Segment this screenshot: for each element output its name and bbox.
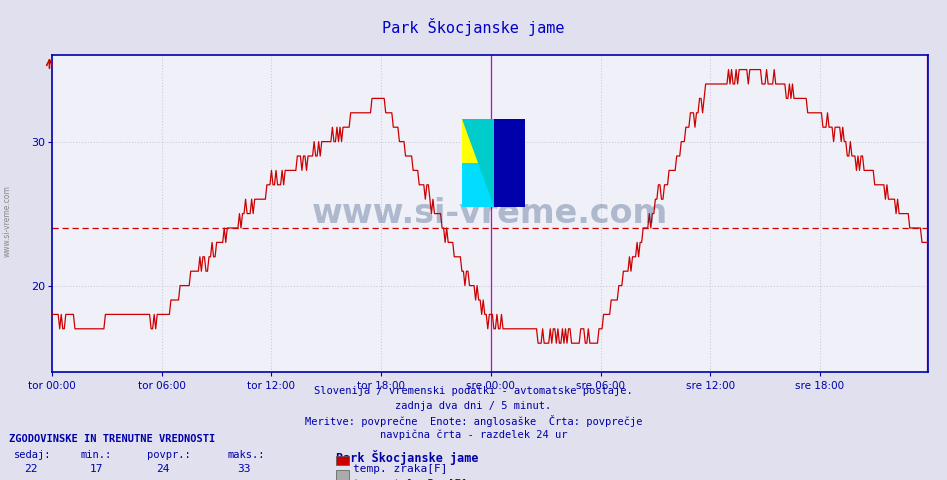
Text: www.si-vreme.com: www.si-vreme.com <box>3 185 12 257</box>
Text: -nan: -nan <box>152 479 179 480</box>
Text: Slovenija / vremenski podatki - avtomatske postaje.: Slovenija / vremenski podatki - avtomats… <box>314 386 633 396</box>
Text: sedaj:: sedaj: <box>14 450 52 460</box>
Text: 24: 24 <box>156 464 170 474</box>
Text: www.si-vreme.com: www.si-vreme.com <box>312 197 669 230</box>
Text: -nan: -nan <box>85 479 113 480</box>
Text: -nan: -nan <box>19 479 46 480</box>
Text: -nan: -nan <box>232 479 259 480</box>
Text: temp. zraka[F]: temp. zraka[F] <box>353 464 448 474</box>
Text: zadnja dva dni / 5 minut.: zadnja dva dni / 5 minut. <box>396 401 551 411</box>
Text: ZGODOVINSKE IN TRENUTNE VREDNOSTI: ZGODOVINSKE IN TRENUTNE VREDNOSTI <box>9 434 216 444</box>
Text: min.:: min.: <box>80 450 112 460</box>
Bar <box>462 119 493 163</box>
Text: 22: 22 <box>24 464 37 474</box>
Polygon shape <box>462 119 493 207</box>
Text: Park Škocjanske jame: Park Škocjanske jame <box>383 18 564 36</box>
Text: Meritve: povprečne  Enote: anglosaške  Črta: povprečje: Meritve: povprečne Enote: anglosaške Črt… <box>305 415 642 427</box>
Bar <box>462 163 493 207</box>
Text: temp. tal  5cm[F]: temp. tal 5cm[F] <box>353 479 468 480</box>
Text: 33: 33 <box>237 464 250 474</box>
Text: Park Škocjanske jame: Park Škocjanske jame <box>336 450 478 465</box>
Text: navpična črta - razdelek 24 ur: navpična črta - razdelek 24 ur <box>380 430 567 440</box>
Text: povpr.:: povpr.: <box>147 450 190 460</box>
Bar <box>493 119 526 207</box>
Text: 17: 17 <box>90 464 103 474</box>
Text: maks.:: maks.: <box>227 450 265 460</box>
